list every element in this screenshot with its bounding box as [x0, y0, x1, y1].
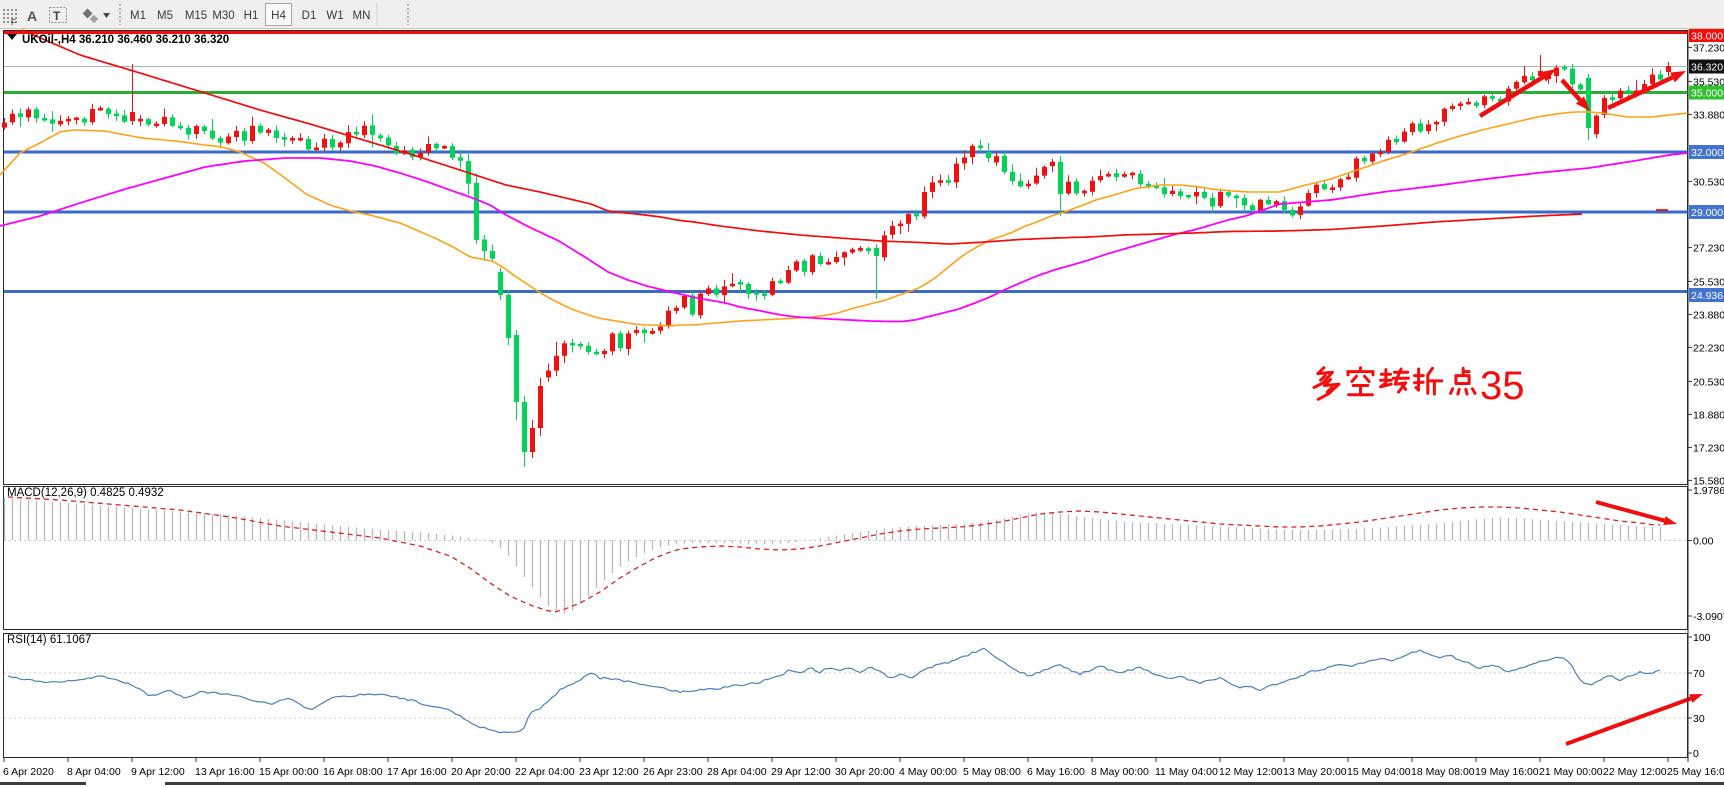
svg-text:18 May 08:00: 18 May 08:00	[1411, 766, 1475, 778]
svg-text:UKOil-,H4 36.210 36.460 36.21: UKOil-,H4 36.210 36.460 36.210 36.320	[22, 34, 229, 46]
svg-text:35.000: 35.000	[1691, 88, 1723, 100]
svg-text:22.230: 22.230	[1693, 342, 1724, 354]
svg-text:H4: H4	[271, 10, 286, 22]
svg-text:5 May 08:00: 5 May 08:00	[963, 766, 1021, 778]
svg-text:30 Apr 20:00: 30 Apr 20:00	[835, 766, 895, 778]
svg-text:18.880: 18.880	[1693, 409, 1724, 421]
svg-text:28 Apr 04:00: 28 Apr 04:00	[707, 766, 767, 778]
svg-text:M30: M30	[212, 10, 234, 22]
svg-text:15.580: 15.580	[1693, 475, 1724, 487]
svg-text:13 Apr 16:00: 13 Apr 16:00	[195, 766, 255, 778]
svg-text:D1: D1	[302, 10, 317, 22]
svg-text:F: F	[11, 18, 16, 27]
svg-text:27.230: 27.230	[1693, 242, 1724, 254]
svg-text:29.000: 29.000	[1691, 207, 1723, 219]
svg-text:M1: M1	[130, 10, 146, 22]
svg-text:1.9786: 1.9786	[1693, 485, 1724, 497]
svg-text:30: 30	[1693, 713, 1705, 725]
svg-text:11 May 04:00: 11 May 04:00	[1155, 766, 1218, 778]
svg-text:H1: H1	[244, 10, 259, 22]
svg-text:0: 0	[1693, 748, 1699, 760]
svg-text:38.000: 38.000	[1691, 31, 1723, 43]
svg-text:16 Apr 08:00: 16 Apr 08:00	[323, 766, 383, 778]
svg-text:33.880: 33.880	[1693, 109, 1724, 121]
svg-text:4 May 00:00: 4 May 00:00	[899, 766, 957, 778]
svg-text:M5: M5	[157, 10, 173, 22]
svg-text:6 May 16:00: 6 May 16:00	[1027, 766, 1085, 778]
svg-text:37.230: 37.230	[1693, 42, 1724, 54]
svg-text:8 Apr 04:00: 8 Apr 04:00	[67, 766, 121, 778]
svg-text:MN: MN	[353, 10, 371, 22]
svg-text:W1: W1	[326, 10, 343, 22]
svg-text:0.00: 0.00	[1693, 536, 1714, 548]
svg-text:12 May 12:00: 12 May 12:00	[1219, 766, 1283, 778]
svg-text:9 Apr 12:00: 9 Apr 12:00	[131, 766, 185, 778]
svg-text:T: T	[53, 9, 61, 23]
svg-text:23 Apr 12:00: 23 Apr 12:00	[579, 766, 639, 778]
svg-text:MACD(12,26,9) 0.4825 0.4932: MACD(12,26,9) 0.4825 0.4932	[7, 487, 164, 499]
svg-text:17.230: 17.230	[1693, 442, 1724, 454]
svg-text:A: A	[27, 8, 37, 24]
svg-text:-3.0907: -3.0907	[1693, 611, 1724, 623]
svg-text:8 May 00:00: 8 May 00:00	[1091, 766, 1149, 778]
svg-text:19 May 16:00: 19 May 16:00	[1475, 766, 1539, 778]
svg-text:15 May 04:00: 15 May 04:00	[1347, 766, 1411, 778]
svg-text:24.936: 24.936	[1691, 290, 1723, 302]
svg-text:23.880: 23.880	[1693, 309, 1724, 321]
svg-text:6 Apr 2020: 6 Apr 2020	[3, 766, 54, 778]
svg-text:RSI(14) 61.1067: RSI(14) 61.1067	[7, 634, 91, 646]
svg-text:22 May 12:00: 22 May 12:00	[1603, 766, 1667, 778]
svg-text:70: 70	[1693, 668, 1705, 680]
svg-text:35: 35	[1480, 364, 1525, 408]
svg-text:13 May 20:00: 13 May 20:00	[1283, 766, 1347, 778]
svg-text:25 May 16:00: 25 May 16:00	[1667, 766, 1724, 778]
svg-text:20.530: 20.530	[1693, 376, 1724, 388]
svg-text:20 Apr 20:00: 20 Apr 20:00	[451, 766, 511, 778]
svg-text:M15: M15	[185, 10, 207, 22]
svg-text:22 Apr 04:00: 22 Apr 04:00	[515, 766, 575, 778]
svg-text:32.000: 32.000	[1691, 147, 1723, 159]
svg-text:36.320: 36.320	[1691, 62, 1723, 74]
svg-text:21 May 00:00: 21 May 00:00	[1539, 766, 1603, 778]
svg-text:26 Apr 23:00: 26 Apr 23:00	[643, 766, 703, 778]
svg-text:15 Apr 00:00: 15 Apr 00:00	[259, 766, 319, 778]
svg-text:17 Apr 16:00: 17 Apr 16:00	[387, 766, 447, 778]
svg-text:35.530: 35.530	[1693, 76, 1724, 88]
svg-text:30.530: 30.530	[1693, 176, 1724, 188]
svg-text:29 Apr 12:00: 29 Apr 12:00	[771, 766, 831, 778]
svg-text:100: 100	[1693, 632, 1711, 644]
svg-text:25.530: 25.530	[1693, 276, 1724, 288]
